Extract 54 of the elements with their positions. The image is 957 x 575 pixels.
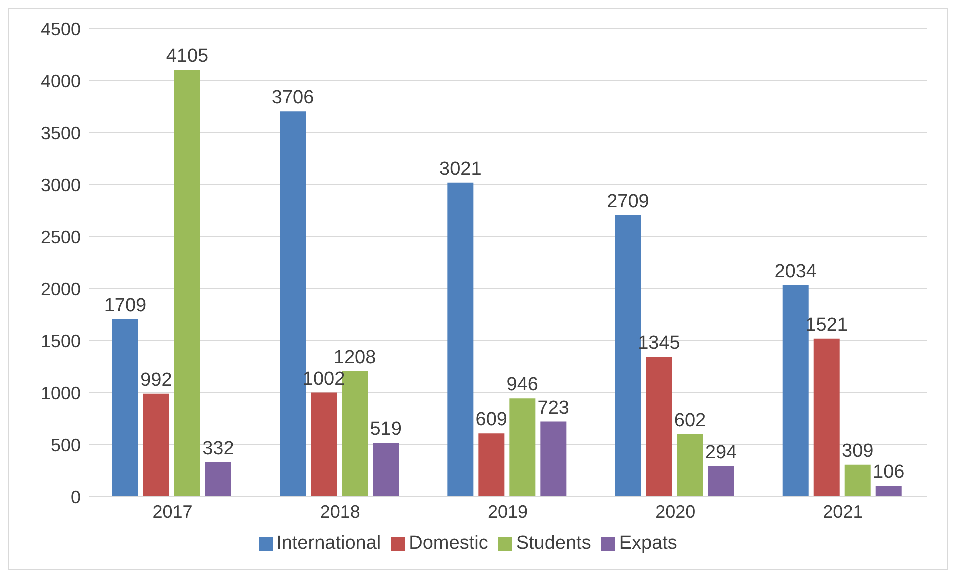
y-tick-label: 1500 — [40, 331, 81, 352]
data-label: 332 — [202, 438, 234, 460]
bar — [677, 434, 704, 497]
x-tick-label: 2018 — [320, 502, 360, 522]
data-label: 609 — [476, 410, 508, 431]
bar — [615, 215, 642, 497]
legend-label: Domestic — [409, 533, 488, 554]
y-tick-label: 2000 — [40, 279, 81, 300]
y-tick-label: 3500 — [40, 123, 81, 144]
y-tick-label: 3000 — [40, 175, 81, 196]
x-tick-label: 2017 — [152, 502, 193, 522]
bar — [373, 443, 400, 497]
data-label: 309 — [842, 440, 874, 462]
bar — [448, 182, 474, 497]
x-tick-label: 2019 — [488, 502, 528, 522]
bar — [510, 398, 536, 497]
data-label: 992 — [140, 370, 172, 391]
bar — [646, 357, 672, 497]
legend-label: International — [276, 533, 382, 554]
y-tick-label: 4000 — [40, 71, 81, 92]
data-label: 723 — [538, 398, 570, 419]
bar — [143, 394, 170, 497]
data-label: 4105 — [166, 46, 209, 68]
legend-label: Students — [516, 533, 592, 554]
data-label: 2034 — [774, 261, 818, 282]
y-tick-label: 500 — [50, 435, 81, 456]
data-label: 946 — [506, 374, 539, 396]
data-label: 3021 — [440, 158, 482, 180]
data-label: 1709 — [104, 295, 147, 316]
bar — [478, 434, 505, 497]
y-tick-label: 1000 — [40, 383, 81, 404]
data-label: 294 — [705, 442, 738, 464]
bar — [708, 466, 734, 497]
bar — [876, 486, 902, 497]
data-label: 519 — [370, 419, 402, 440]
y-tick-label: 2500 — [40, 227, 81, 248]
bar — [782, 285, 809, 497]
bar — [205, 462, 232, 497]
y-tick-label: 0 — [70, 487, 81, 508]
y-tick-label: 4500 — [40, 19, 81, 40]
bar — [112, 319, 138, 497]
bar — [540, 422, 567, 497]
legend-label: Expats — [619, 533, 678, 554]
bar — [174, 70, 200, 497]
data-label: 1208 — [334, 347, 376, 368]
x-tick-label: 2020 — [656, 502, 696, 522]
data-label: 3706 — [272, 88, 314, 109]
data-label: 2709 — [607, 191, 650, 212]
data-label: 602 — [674, 410, 706, 432]
data-label: 106 — [873, 462, 905, 483]
bar — [844, 464, 871, 497]
bar — [311, 392, 338, 497]
x-tick-label: 2021 — [823, 502, 864, 522]
bar — [814, 338, 840, 497]
